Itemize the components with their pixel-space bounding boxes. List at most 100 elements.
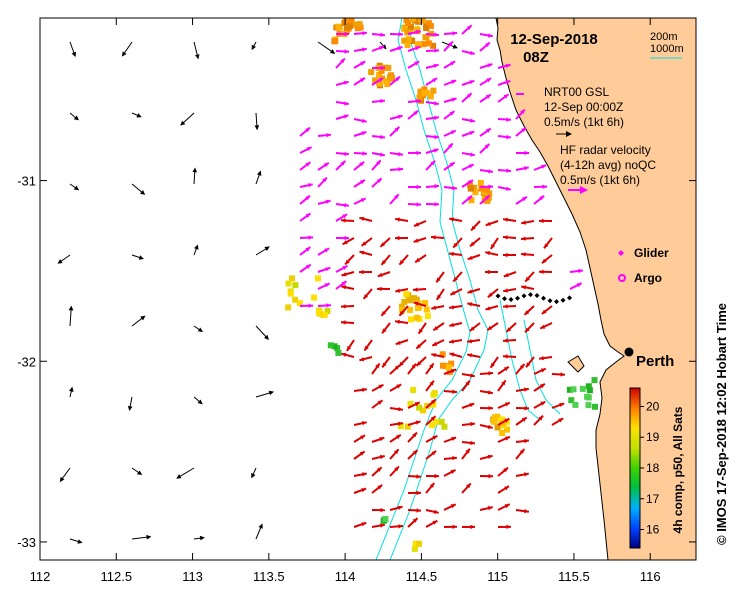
radar-arrow-strong <box>551 417 564 426</box>
model-current-arrow <box>255 325 269 340</box>
radar-arrow <box>443 31 458 36</box>
isobath-1000-label: 1000m <box>650 43 684 55</box>
radar-arrow-strong <box>398 305 409 317</box>
radar-arrow <box>461 152 475 157</box>
radar-arrow <box>299 146 313 154</box>
radar-arrow <box>371 177 383 188</box>
radar-arrow <box>335 114 349 120</box>
radar-arrow <box>407 45 421 52</box>
glider-position <box>554 299 559 305</box>
radar-arrow-strong <box>515 416 528 426</box>
radar-arrow <box>443 161 456 171</box>
sst-pixel <box>499 430 506 436</box>
sst-pixel <box>586 387 593 394</box>
radar-arrow-strong <box>389 448 400 460</box>
radar-arrow-strong <box>407 363 417 375</box>
radar-arrow-strong <box>380 254 391 266</box>
sst-pixel <box>448 360 455 367</box>
argo-marker-icon <box>618 274 626 282</box>
radar-arrow-strong <box>551 402 565 409</box>
sst-pixel <box>485 194 492 201</box>
radar-arrow-strong <box>425 362 435 375</box>
radar-arrow-strong <box>524 271 535 283</box>
radar-arrow-strong <box>431 339 445 347</box>
radar-arrow <box>299 161 311 171</box>
lon-tick-label: 116 <box>640 569 661 584</box>
model-current-arrow <box>69 183 80 191</box>
sst-pixel <box>422 300 429 306</box>
radar-arrow-strong <box>497 485 510 494</box>
sst-pixel <box>421 86 428 93</box>
radar-arrow-strong <box>443 436 457 443</box>
model-current-arrow <box>193 244 199 256</box>
lon-tick-label: 114.5 <box>406 569 438 584</box>
radar-arrow-strong <box>523 305 535 316</box>
radar-arrow <box>479 169 494 174</box>
sst-pixel <box>425 20 432 27</box>
glider-position <box>547 298 553 304</box>
radar-arrow-strong <box>425 450 437 460</box>
land-mass <box>495 18 696 560</box>
sst-pixel <box>343 24 350 31</box>
radar-arrow <box>425 101 439 106</box>
radar-arrow-strong <box>395 339 409 346</box>
model-legend: NRT00 GSL 12-Sep 00:00Z 0.5m/s (1kt 6h) <box>516 85 624 137</box>
radar-arrow-strong <box>359 216 373 222</box>
radar-arrow <box>479 77 492 86</box>
radar-arrow <box>353 179 366 188</box>
radar-arrow-strong <box>489 237 499 250</box>
sst-pixel <box>568 397 575 404</box>
radar-arrow-strong <box>497 365 510 375</box>
sst-pixel <box>404 29 411 36</box>
radar-arrow <box>461 79 475 86</box>
radar-arrow <box>515 196 528 205</box>
sst-pixel <box>570 386 577 393</box>
radar-arrow-strong <box>361 237 373 247</box>
radar-arrow-strong <box>344 254 355 266</box>
radar-arrow <box>389 167 404 172</box>
radar-arrow <box>425 184 440 189</box>
radar-arrow <box>335 213 348 222</box>
radar-arrow <box>516 150 529 156</box>
radar-arrow-strong <box>435 271 445 283</box>
radar-arrow <box>299 212 312 222</box>
lat-tick-label: -31 <box>17 174 36 189</box>
radar-arrow-strong <box>543 237 553 249</box>
sst-pixel <box>424 313 431 320</box>
radar-arrow-strong <box>340 320 355 325</box>
sst-pixel <box>287 290 294 297</box>
sst-pixel <box>413 314 420 321</box>
sst-pixel <box>445 364 452 371</box>
radar-arrow-strong <box>414 254 427 264</box>
radar-arrow-strong <box>497 417 510 426</box>
radar-arrow-strong <box>467 302 481 307</box>
sst-pixel <box>491 418 498 425</box>
radar-arrow-strong <box>497 503 511 511</box>
radar-arrow <box>353 151 368 156</box>
radar-arrow-strong <box>497 401 511 409</box>
radar-arrow-strong <box>520 236 535 241</box>
sst-pixel <box>438 418 445 425</box>
radar-arrow-strong <box>431 353 445 358</box>
radar-arrow-strong <box>515 448 526 460</box>
radar-arrow-strong <box>381 322 391 334</box>
radar-arrow <box>461 92 473 103</box>
sst-pixel <box>430 401 437 408</box>
radar-arrow <box>335 57 346 69</box>
radar-arrow-strong <box>448 305 463 310</box>
radar-arrow <box>317 247 330 256</box>
radar-arrow-strong <box>479 371 494 376</box>
radar-arrow-strong <box>425 509 439 514</box>
sst-pixel <box>315 309 322 316</box>
radar-arrow-strong <box>359 250 373 256</box>
sst-pixel <box>441 423 448 430</box>
sst-pixel <box>494 424 501 431</box>
radar-arrow <box>407 110 419 120</box>
radar-arrow-strong <box>358 269 373 275</box>
glider-position <box>515 295 520 301</box>
radar-arrow-strong <box>479 406 494 411</box>
sst-pixel <box>430 87 437 94</box>
sst-pixel <box>416 94 423 101</box>
radar-arrow-strong <box>389 421 404 426</box>
radar-arrow <box>335 49 350 54</box>
